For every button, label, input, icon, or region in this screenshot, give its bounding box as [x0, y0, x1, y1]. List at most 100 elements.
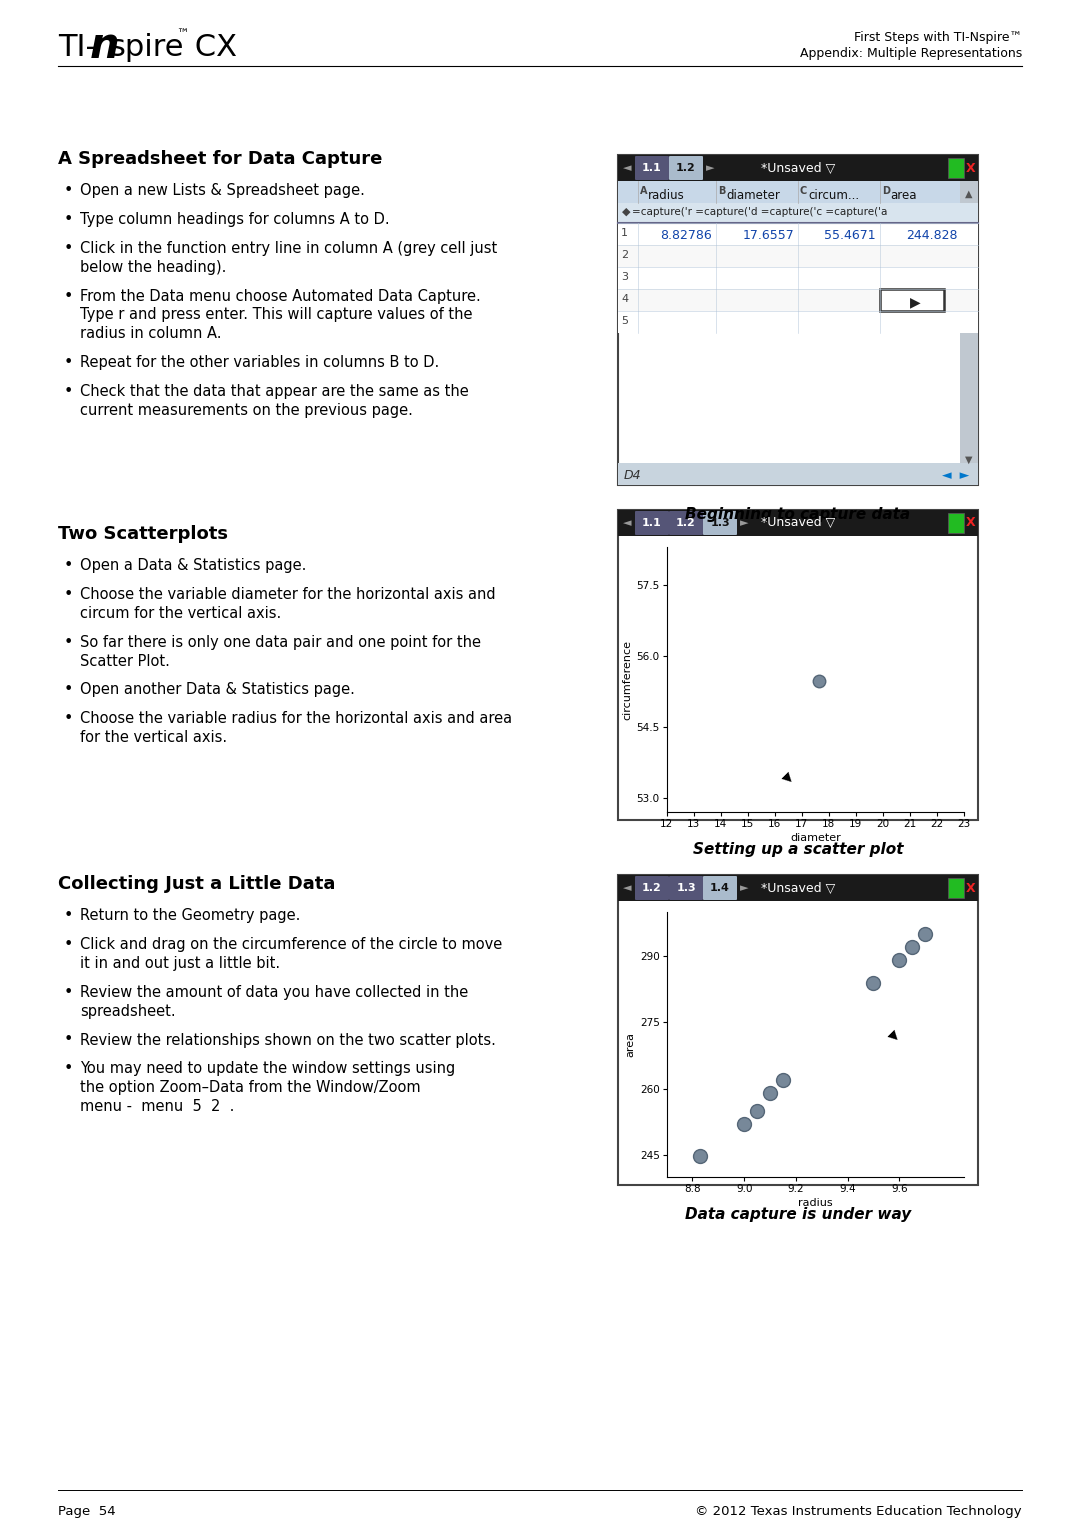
Bar: [618, 875, 978, 1185]
Text: area: area: [890, 189, 917, 202]
Text: below the heading).: below the heading).: [80, 260, 227, 275]
FancyBboxPatch shape: [669, 156, 703, 180]
Text: spreadsheet.: spreadsheet.: [80, 1003, 176, 1019]
Text: ▶: ▶: [909, 295, 920, 308]
Text: radius: radius: [648, 189, 685, 202]
Text: ►: ►: [740, 883, 748, 893]
Text: •: •: [64, 212, 73, 228]
Text: Page  54: Page 54: [58, 1506, 116, 1518]
Text: Data capture is under way: Data capture is under way: [685, 1206, 912, 1222]
Text: radius in column A.: radius in column A.: [80, 327, 221, 342]
Text: 1.3: 1.3: [676, 883, 696, 893]
Text: 1.3: 1.3: [711, 518, 730, 528]
Text: *Unsaved ▽: *Unsaved ▽: [761, 881, 835, 895]
Bar: [618, 510, 978, 820]
Bar: [618, 463, 978, 486]
Text: circum for the vertical axis.: circum for the vertical axis.: [80, 606, 281, 621]
Text: ◆: ◆: [622, 208, 631, 217]
Text: Type r and press enter. This will capture values of the: Type r and press enter. This will captur…: [80, 307, 473, 322]
Text: A Spreadsheet for Data Capture: A Spreadsheet for Data Capture: [58, 150, 382, 168]
Text: 1.4: 1.4: [710, 883, 730, 893]
Text: 1: 1: [621, 228, 627, 238]
Text: So far there is only one data pair and one point for the: So far there is only one data pair and o…: [80, 635, 481, 649]
Text: Choose the variable diameter for the horizontal axis and: Choose the variable diameter for the hor…: [80, 586, 496, 602]
Text: You may need to update the window settings using: You may need to update the window settin…: [80, 1061, 456, 1077]
Y-axis label: area: area: [625, 1032, 636, 1057]
Text: 1.1: 1.1: [643, 518, 662, 528]
Text: Setting up a scatter plot: Setting up a scatter plot: [692, 841, 903, 857]
Text: •: •: [64, 356, 73, 371]
Text: 17.6557: 17.6557: [742, 229, 794, 241]
Text: ▶: ▶: [780, 770, 796, 786]
Text: it in and out just a little bit.: it in and out just a little bit.: [80, 956, 280, 971]
FancyBboxPatch shape: [635, 512, 669, 534]
Text: •: •: [64, 385, 73, 399]
FancyBboxPatch shape: [703, 876, 737, 899]
Text: X: X: [967, 516, 976, 530]
Text: 8.82786: 8.82786: [660, 229, 712, 241]
Text: D: D: [882, 186, 890, 195]
Text: ◄: ◄: [623, 883, 632, 893]
Text: for the vertical axis.: for the vertical axis.: [80, 730, 227, 745]
Bar: [618, 203, 978, 223]
Y-axis label: circumference: circumference: [622, 640, 632, 719]
Text: © 2012 Texas Instruments Education Technology: © 2012 Texas Instruments Education Techn…: [696, 1506, 1022, 1518]
Text: 1.2: 1.2: [643, 883, 662, 893]
Text: n: n: [90, 24, 120, 67]
Bar: [618, 289, 978, 312]
Text: ▼: ▼: [966, 455, 973, 466]
Text: •: •: [64, 183, 73, 199]
Text: C: C: [800, 186, 807, 195]
Text: Appendix: Multiple Representations: Appendix: Multiple Representations: [800, 47, 1022, 61]
Text: 5: 5: [621, 316, 627, 325]
Text: Beginning to capture data: Beginning to capture data: [686, 507, 910, 522]
Bar: [618, 267, 978, 289]
Text: ™: ™: [176, 27, 189, 41]
Text: Choose the variable radius for the horizontal axis and area: Choose the variable radius for the horiz…: [80, 712, 512, 727]
FancyBboxPatch shape: [669, 876, 703, 899]
Text: TI-: TI-: [58, 34, 96, 63]
Text: ◄  ►: ◄ ►: [942, 469, 969, 483]
Text: A: A: [640, 186, 648, 195]
Text: 2: 2: [621, 250, 629, 260]
Text: ►: ►: [740, 518, 748, 528]
Text: 1.1: 1.1: [643, 163, 662, 173]
Bar: [948, 157, 964, 179]
Text: 1.2: 1.2: [676, 518, 696, 528]
FancyBboxPatch shape: [703, 512, 737, 534]
Text: Return to the Geometry page.: Return to the Geometry page.: [80, 909, 300, 922]
Bar: [948, 878, 964, 898]
Bar: [618, 875, 978, 901]
Text: 3: 3: [621, 272, 627, 282]
Text: Repeat for the other variables in columns B to D.: Repeat for the other variables in column…: [80, 356, 440, 371]
Text: ►: ►: [706, 163, 715, 173]
Text: •: •: [64, 938, 73, 951]
Text: •: •: [64, 985, 73, 1000]
Text: 4: 4: [621, 295, 629, 304]
Text: current measurements on the previous page.: current measurements on the previous pag…: [80, 403, 413, 418]
Text: •: •: [64, 635, 73, 649]
Text: Review the amount of data you have collected in the: Review the amount of data you have colle…: [80, 985, 469, 1000]
Text: spire: spire: [109, 34, 184, 63]
Text: •: •: [64, 1061, 73, 1077]
Text: •: •: [64, 909, 73, 922]
Text: Open another Data & Statistics page.: Open another Data & Statistics page.: [80, 683, 355, 698]
Text: •: •: [64, 712, 73, 727]
FancyBboxPatch shape: [635, 156, 669, 180]
Text: =capture('r =capture('d =capture('c =capture('a: =capture('r =capture('d =capture('c =cap…: [632, 208, 888, 217]
FancyBboxPatch shape: [669, 512, 703, 534]
Text: Click and drag on the circumference of the circle to move: Click and drag on the circumference of t…: [80, 938, 502, 951]
Text: Open a Data & Statistics page.: Open a Data & Statistics page.: [80, 557, 307, 573]
Bar: [618, 156, 978, 486]
X-axis label: diameter: diameter: [789, 834, 840, 843]
Text: B: B: [718, 186, 726, 195]
Text: X: X: [967, 162, 976, 174]
Text: •: •: [64, 289, 73, 304]
Text: X: X: [967, 881, 976, 895]
Text: Check that the data that appear are the same as the: Check that the data that appear are the …: [80, 385, 469, 399]
Text: *Unsaved ▽: *Unsaved ▽: [761, 162, 835, 174]
Bar: [618, 182, 978, 203]
Bar: [960, 182, 978, 486]
Text: First Steps with TI-Nspire™: First Steps with TI-Nspire™: [854, 32, 1022, 44]
Text: ◄: ◄: [623, 163, 632, 173]
